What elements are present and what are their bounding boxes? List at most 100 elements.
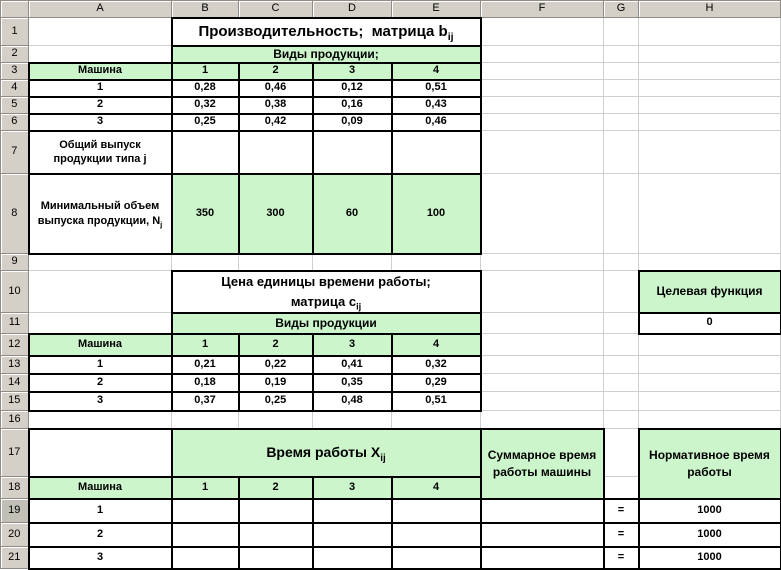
cell-E15[interactable]: 0,51 bbox=[390, 390, 482, 412]
cell-B14[interactable]: 0,18 bbox=[170, 372, 240, 393]
cell-G19-equals[interactable]: = bbox=[602, 497, 640, 524]
cell-E18[interactable]: 4 bbox=[390, 475, 482, 500]
cell-A12-machine-label[interactable]: Машина bbox=[27, 332, 173, 357]
cell-A13[interactable]: 1 bbox=[27, 354, 173, 375]
cell-G4[interactable] bbox=[603, 79, 639, 97]
cell-C13[interactable]: 0,22 bbox=[237, 354, 314, 375]
cell-A20[interactable]: 2 bbox=[27, 521, 173, 548]
col-header-G[interactable]: G bbox=[603, 0, 639, 18]
cell-D9[interactable] bbox=[312, 253, 392, 271]
row-header-3[interactable]: 3 bbox=[0, 62, 29, 80]
cell-G9[interactable] bbox=[603, 253, 639, 271]
cell-F19[interactable] bbox=[479, 497, 605, 524]
cell-D5[interactable]: 0,16 bbox=[311, 95, 393, 115]
cell-G20-equals[interactable]: = bbox=[602, 521, 640, 548]
cell-B12[interactable]: 1 bbox=[170, 332, 240, 357]
cell-H4[interactable] bbox=[638, 79, 781, 97]
cell-H8[interactable] bbox=[638, 173, 781, 254]
cell-F8[interactable] bbox=[480, 173, 604, 254]
cell-C18[interactable]: 2 bbox=[237, 475, 314, 500]
cell-F16[interactable] bbox=[480, 410, 604, 429]
row-header-10[interactable]: 10 bbox=[0, 270, 29, 313]
cell-C14[interactable]: 0,19 bbox=[237, 372, 314, 393]
cell-C8[interactable]: 300 bbox=[237, 172, 314, 255]
cell-C16[interactable] bbox=[238, 410, 313, 429]
cell-H19-norm-value[interactable]: 1000 bbox=[637, 497, 781, 524]
cell-C19[interactable] bbox=[237, 497, 314, 524]
cell-A5[interactable]: 2 bbox=[27, 95, 173, 115]
cell-C21[interactable] bbox=[237, 545, 314, 570]
cell-B19[interactable] bbox=[170, 497, 240, 524]
cell-B8[interactable]: 350 bbox=[170, 172, 240, 255]
cell-A8-min-output-label[interactable]: Минимальный объем выпуска продукции, Nj bbox=[27, 172, 173, 255]
cell-H11-objective-value[interactable]: 0 bbox=[637, 311, 781, 335]
cell-B6[interactable]: 0,25 bbox=[170, 112, 240, 132]
cell-B15[interactable]: 0,37 bbox=[170, 390, 240, 412]
cell-D8[interactable]: 60 bbox=[311, 172, 393, 255]
row-header-6[interactable]: 6 bbox=[0, 113, 29, 131]
cell-B20[interactable] bbox=[170, 521, 240, 548]
row-header-13[interactable]: 13 bbox=[0, 355, 29, 374]
cell-A19[interactable]: 1 bbox=[27, 497, 173, 524]
cell-F2[interactable] bbox=[480, 45, 604, 63]
row-header-4[interactable]: 4 bbox=[0, 79, 29, 97]
row-header-2[interactable]: 2 bbox=[0, 45, 29, 63]
cell-E14[interactable]: 0,29 bbox=[390, 372, 482, 393]
cell-G14[interactable] bbox=[603, 373, 639, 392]
row-header-17[interactable]: 17 bbox=[0, 428, 29, 477]
cell-E16[interactable] bbox=[391, 410, 481, 429]
cell-G1[interactable] bbox=[603, 17, 639, 46]
cell-F3[interactable] bbox=[480, 62, 604, 80]
cell-E9[interactable] bbox=[391, 253, 481, 271]
cell-E4[interactable]: 0,51 bbox=[390, 78, 482, 98]
cell-D6[interactable]: 0,09 bbox=[311, 112, 393, 132]
cell-B18[interactable]: 1 bbox=[170, 475, 240, 500]
cell-A14[interactable]: 2 bbox=[27, 372, 173, 393]
cell-F20[interactable] bbox=[479, 521, 605, 548]
row-header-21[interactable]: 21 bbox=[0, 546, 29, 569]
row-header-15[interactable]: 15 bbox=[0, 391, 29, 411]
cell-F13[interactable] bbox=[480, 355, 604, 374]
cell-H1[interactable] bbox=[638, 17, 781, 46]
cell-E21[interactable] bbox=[390, 545, 482, 570]
cell-B21[interactable] bbox=[170, 545, 240, 570]
cell-F14[interactable] bbox=[480, 373, 604, 392]
cell-G11[interactable] bbox=[603, 312, 639, 334]
cell-D12[interactable]: 3 bbox=[311, 332, 393, 357]
cell-G10[interactable] bbox=[603, 270, 639, 313]
cell-H7[interactable] bbox=[638, 130, 781, 174]
cell-G21-equals[interactable]: = bbox=[602, 545, 640, 570]
col-header-C[interactable]: C bbox=[238, 0, 313, 18]
cell-E20[interactable] bbox=[390, 521, 482, 548]
cell-G17[interactable] bbox=[603, 428, 639, 477]
cell-F15[interactable] bbox=[480, 391, 604, 411]
cell-H15[interactable] bbox=[638, 391, 781, 411]
cell-D15[interactable]: 0,48 bbox=[311, 390, 393, 412]
cell-H6[interactable] bbox=[638, 113, 781, 131]
cell-D20[interactable] bbox=[311, 521, 393, 548]
row-header-12[interactable]: 12 bbox=[0, 333, 29, 356]
cell-E12[interactable]: 4 bbox=[390, 332, 482, 357]
cell-E8[interactable]: 100 bbox=[390, 172, 482, 255]
col-header-A[interactable]: A bbox=[28, 0, 172, 18]
cell-C9[interactable] bbox=[238, 253, 313, 271]
cell-E7[interactable] bbox=[390, 129, 482, 175]
cell-A17[interactable] bbox=[27, 427, 173, 478]
cell-D3[interactable]: 3 bbox=[311, 61, 393, 81]
row-header-18[interactable]: 18 bbox=[0, 476, 29, 499]
cell-C5[interactable]: 0,38 bbox=[237, 95, 314, 115]
cell-E6[interactable]: 0,46 bbox=[390, 112, 482, 132]
cell-B16[interactable] bbox=[171, 410, 239, 429]
cell-F6[interactable] bbox=[480, 113, 604, 131]
cell-D18[interactable]: 3 bbox=[311, 475, 393, 500]
col-header-F[interactable]: F bbox=[480, 0, 604, 18]
cell-H10-objective-label[interactable]: Целевая функция bbox=[637, 269, 781, 314]
col-header-E[interactable]: E bbox=[391, 0, 481, 18]
cell-G12[interactable] bbox=[603, 333, 639, 356]
cell-D13[interactable]: 0,41 bbox=[311, 354, 393, 375]
cell-C15[interactable]: 0,25 bbox=[237, 390, 314, 412]
cell-H3[interactable] bbox=[638, 62, 781, 80]
cell-H13[interactable] bbox=[638, 355, 781, 374]
cell-C6[interactable]: 0,42 bbox=[237, 112, 314, 132]
cell-G6[interactable] bbox=[603, 113, 639, 131]
